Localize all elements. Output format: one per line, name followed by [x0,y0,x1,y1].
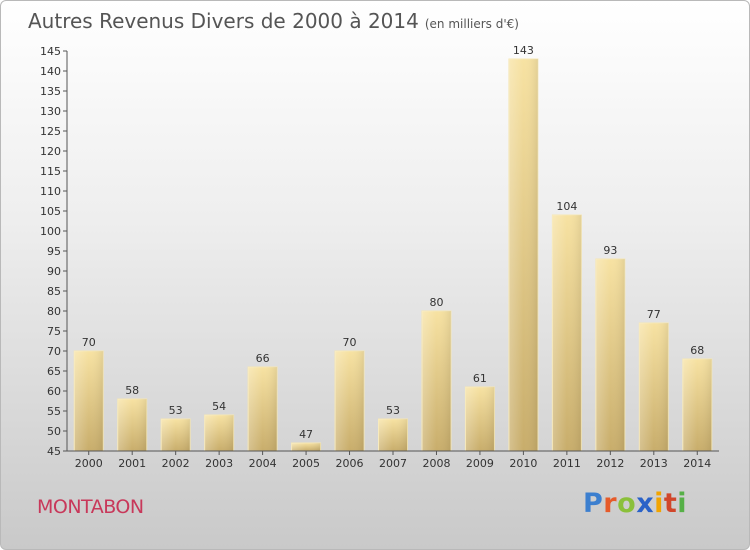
chart-title-text: Autres Revenus Divers de 2000 à 2014 [28,9,419,33]
y-tick-label: 105 [40,205,61,218]
bar-shade [161,419,191,451]
y-tick-label: 85 [47,285,61,298]
x-tick-label: 2000 [75,457,103,470]
bar-shade [421,311,451,451]
x-tick-label: 2003 [205,457,233,470]
bar-shade [552,215,582,451]
bar-value-label: 58 [125,384,139,397]
y-tick-label: 145 [40,45,61,58]
bar-value-label: 77 [647,308,661,321]
bar-shade [74,351,104,451]
x-tick-label: 2009 [466,457,494,470]
y-tick-label: 65 [47,365,61,378]
bar-value-label: 70 [343,336,357,349]
x-tick-label: 2011 [553,457,581,470]
bar-value-label: 61 [473,372,487,385]
y-tick-label: 75 [47,325,61,338]
x-tick-label: 2006 [336,457,364,470]
bar-shade [204,415,234,451]
x-tick-label: 2005 [292,457,320,470]
y-tick-label: 110 [40,185,61,198]
bar-shade [248,367,278,451]
chart-subtitle: (en milliers d'€) [424,17,519,31]
x-tick-label: 2010 [509,457,537,470]
x-tick-label: 2004 [249,457,277,470]
bar-value-label: 66 [256,352,270,365]
bar-value-label: 93 [603,244,617,257]
y-tick-label: 50 [47,425,61,438]
place-name: MONTABON [37,496,144,518]
y-tick-label: 60 [47,385,61,398]
bar-value-label: 104 [556,200,577,213]
y-tick-label: 135 [40,85,61,98]
x-tick-label: 2013 [640,457,668,470]
y-tick-label: 95 [47,245,61,258]
x-tick-label: 2001 [118,457,146,470]
bar-shade [378,419,408,451]
x-tick-label: 2002 [162,457,190,470]
bar-shade [291,443,321,451]
bar-value-label: 80 [429,296,443,309]
bar-shade [639,323,669,451]
y-tick-label: 90 [47,265,61,278]
bar-shade [595,259,625,451]
x-tick-label: 2007 [379,457,407,470]
y-tick-label: 45 [47,445,61,458]
x-tick-label: 2012 [596,457,624,470]
bar-value-label: 47 [299,428,313,441]
y-tick-label: 70 [47,345,61,358]
chart-title: Autres Revenus Divers de 2000 à 2014 (en … [28,9,519,33]
bar-value-label: 70 [82,336,96,349]
bar-shade [335,351,365,451]
axes-group: 45 50 55 60 65 70 75 80 85 90 95 100 105 110 115 120 125… [40,45,719,470]
proxiti-logo: Proxiti [583,488,688,519]
y-tick-label: 115 [40,165,61,178]
bar-shade [508,59,538,451]
bar-value-label: 68 [690,344,704,357]
bar-shade [117,399,147,451]
bar-value-label: 143 [513,44,534,57]
y-tick-label: 140 [40,65,61,78]
y-tick-label: 55 [47,405,61,418]
bars-group: 70 58 53 54 66 47 70 53 80 61 143 104 93 77 68 [73,44,713,452]
bar-shade [682,359,712,451]
y-tick-label: 120 [40,145,61,158]
y-tick-label: 100 [40,225,61,238]
bar-value-label: 53 [169,404,183,417]
bar-value-label: 53 [386,404,400,417]
bar-shade [465,387,495,451]
y-tick-label: 125 [40,125,61,138]
y-tick-label: 130 [40,105,61,118]
bar-value-label: 54 [212,400,226,413]
x-tick-label: 2008 [422,457,450,470]
y-tick-label: 80 [47,305,61,318]
x-tick-label: 2014 [683,457,711,470]
